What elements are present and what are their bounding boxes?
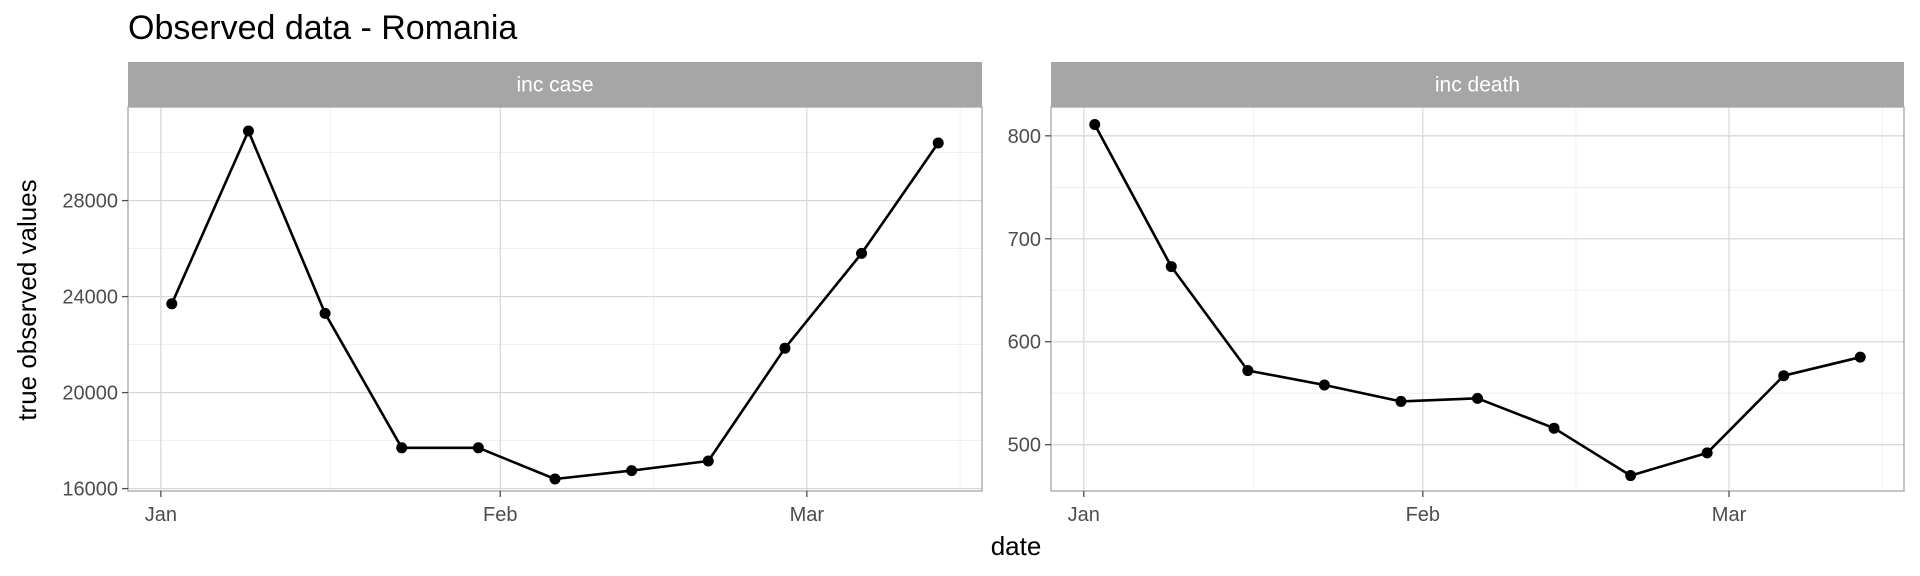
y-tick-label: 16000	[62, 479, 118, 501]
panel-border	[1050, 106, 1905, 492]
y-axis-title: true observed values	[12, 179, 42, 420]
facet-panel-1: inc case 16000 20000 24000 28000 Jan Feb Mar	[62, 62, 983, 526]
y-tick-label: 20000	[62, 383, 118, 405]
series-line	[1093, 123, 1861, 477]
data-point	[166, 298, 178, 310]
data-point	[1318, 379, 1330, 391]
data-point	[549, 473, 561, 485]
data-point	[779, 342, 791, 354]
data-point	[319, 307, 331, 319]
data-point	[1165, 261, 1177, 273]
data-point	[1778, 370, 1790, 382]
y-tick-label: 24000	[62, 287, 118, 309]
x-tick-label: Jan	[145, 504, 177, 526]
y-tick-label: 28000	[62, 191, 118, 213]
facet-panel-2: inc death 500 600 700 800 Jan Feb Mar	[1008, 62, 1905, 526]
chart-title: Observed data - Romania	[128, 9, 517, 47]
x-tick-label: Feb	[483, 504, 517, 526]
x-axis-title: date	[991, 531, 1042, 561]
y-tick-label: 600	[1008, 332, 1041, 354]
data-point	[1089, 119, 1101, 131]
facet-strip	[128, 62, 982, 107]
data-point	[702, 455, 714, 467]
series-line	[170, 129, 940, 481]
data-point	[856, 247, 868, 259]
y-tick-label: 500	[1008, 435, 1041, 457]
data-point	[242, 125, 254, 137]
data-point	[626, 465, 638, 477]
x-tick-label: Feb	[1406, 504, 1440, 526]
facet-strip-label: inc death	[1435, 74, 1520, 97]
data-point	[1701, 447, 1713, 459]
x-tick-label: Jan	[1068, 504, 1100, 526]
panel-border	[127, 106, 983, 492]
x-tick-label: Mar	[790, 504, 825, 526]
data-point	[1625, 470, 1637, 482]
facet-strip-label: inc case	[516, 74, 593, 97]
data-point	[1548, 422, 1560, 434]
data-point	[472, 442, 484, 454]
data-point	[396, 442, 408, 454]
y-tick-label: 800	[1008, 126, 1041, 148]
facet-strip	[1051, 62, 1904, 107]
data-point	[932, 137, 944, 149]
data-point	[1854, 351, 1866, 363]
data-point	[1472, 392, 1483, 404]
x-tick-label: Mar	[1712, 504, 1747, 526]
data-point	[1242, 365, 1254, 377]
y-tick-label: 700	[1008, 229, 1041, 251]
data-point	[1395, 395, 1407, 407]
